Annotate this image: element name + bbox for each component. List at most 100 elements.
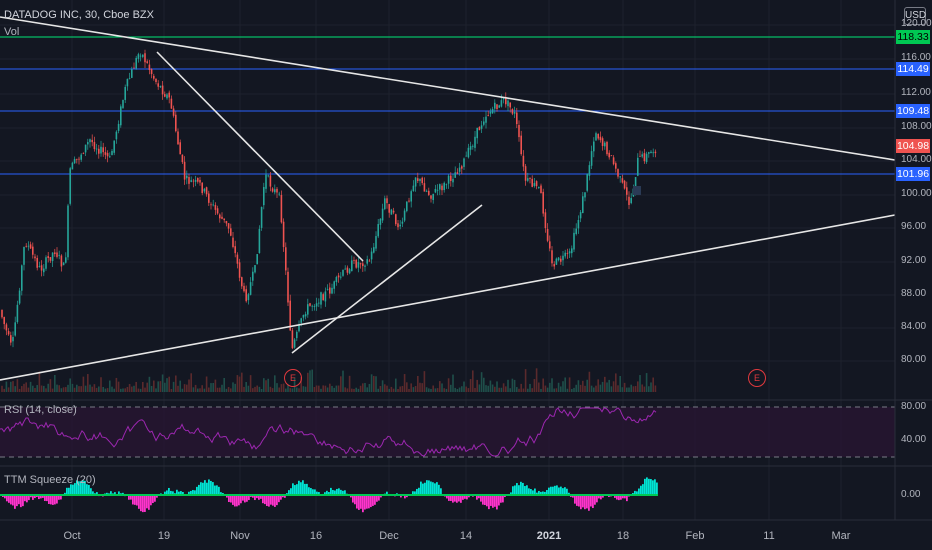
rsi-title[interactable]: RSI (14, close) [4,404,77,416]
price-tick: 80.00 [901,354,927,365]
candle [139,53,142,62]
ttm-bar [200,482,202,495]
price-label-101: 101.96 [896,167,930,181]
volume-bar [120,388,122,392]
volume-bar [522,388,525,392]
candle [406,201,408,213]
volume-bar [54,375,56,392]
candle [230,223,232,237]
currency-button[interactable]: USD [904,7,926,25]
ttm-bar [438,484,440,495]
volume-bar [192,387,195,392]
candle [542,188,544,217]
ttm-bar [52,495,54,505]
candle [337,272,340,283]
candle [608,150,610,160]
ttm-bar [616,495,618,500]
volume-bar [280,384,283,392]
ttm-bar [328,492,330,495]
volume-bar [425,387,428,392]
volume-bar [456,388,459,392]
volume-bar [529,383,531,392]
candle [263,182,265,210]
ttm-bar [88,484,90,495]
price-tick: 96.00 [901,221,927,232]
volume-bar [610,386,613,392]
candle [183,156,186,185]
candle [256,254,258,265]
volume-bar [5,381,8,392]
volume-bar [557,382,560,392]
ttm-bar [14,495,16,509]
candle [93,136,96,152]
ttm-bar [142,495,144,513]
candle [597,133,599,141]
volume-bar [474,387,476,392]
candle [544,208,547,233]
candle [313,304,316,311]
volume-bar [366,387,368,392]
candle [40,260,43,277]
volume-bar [412,387,415,392]
ttm-bar [76,480,78,495]
earnings-marker[interactable]: E [284,369,302,387]
ttm-bar [620,495,622,500]
ttm-bar [308,487,310,495]
ttm-bar [446,495,448,499]
volume-bar [564,377,566,392]
ttm-bar [58,495,60,500]
candle [245,285,247,303]
ttm-title[interactable]: TTM Squeeze (20) [4,474,96,486]
volume-bar [89,384,91,392]
volume-bar [256,385,258,392]
candle [133,62,135,69]
volume-bar [342,370,344,392]
candle [168,90,170,104]
candle [241,276,243,290]
candle [357,257,360,273]
volume-bar [307,372,309,392]
ttm-bar [332,489,334,495]
volume-bar [223,377,225,392]
candle [452,174,454,187]
ttm-bar [280,495,282,500]
candle [377,218,379,239]
symbol-title[interactable]: DATADOG INC, 30, Cboe BZX [4,9,154,21]
candle [454,166,456,178]
candle [516,107,518,129]
candle [476,127,478,144]
volume-bar [454,387,456,392]
candle [560,255,562,265]
volume-bar [113,388,115,392]
ttm-bar [464,495,466,499]
candle [194,175,197,187]
volume-bar [144,387,146,392]
earnings-marker[interactable]: E [748,369,766,387]
candle [302,314,305,322]
candle [146,59,148,64]
volume-bar [606,382,608,392]
ttm-bar [38,495,40,500]
ttm-bar [462,495,464,500]
candle [551,246,553,267]
ttm-bar [28,495,30,501]
volume-bar [421,383,423,392]
volume-bar [153,380,155,392]
candle [399,220,401,230]
candle [362,259,364,272]
volume-bar [648,386,650,392]
candle [335,275,338,286]
price-label-114: 114.49 [896,62,930,76]
ttm-bar [304,483,306,495]
candle [216,205,219,215]
ttm-bar [68,487,70,495]
candle [179,139,181,155]
candle [159,85,162,88]
volume-bar [10,381,12,392]
volume-bar [252,388,254,392]
ttm-bar [552,486,554,495]
volume-bar [397,388,399,392]
ttm-bar [572,495,574,498]
ttm-bar [352,495,354,503]
